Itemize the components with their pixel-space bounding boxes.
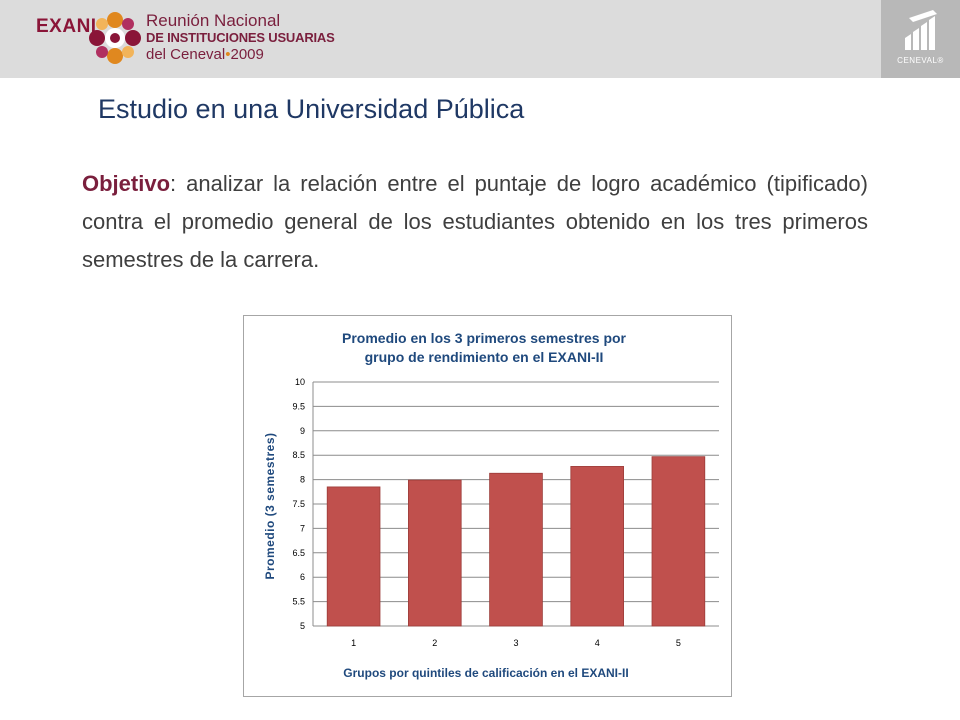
y-tick-label: 9.5	[292, 401, 305, 411]
exani-brand: EXANI	[36, 16, 97, 37]
bar-3	[489, 472, 543, 627]
objective-text: : analizar la relación entre el puntaje …	[82, 171, 868, 272]
y-tick-label: 9	[300, 426, 305, 436]
x-tick-label: 2	[432, 638, 437, 648]
flower-emblem-icon	[89, 12, 141, 64]
y-tick-label: 7	[300, 523, 305, 533]
y-tick-label: 6	[300, 572, 305, 582]
chart-title-line1: Promedio en los 3 primeros semestres por	[342, 330, 627, 346]
bar-2	[408, 479, 462, 627]
bar-chart: Promedio en los 3 primeros semestres por…	[263, 330, 719, 680]
ceneval-label: CENEVAL®	[897, 56, 944, 65]
y-tick-label: 8.5	[292, 450, 305, 460]
chart-title-line2: grupo de rendimiento en el EXANI-II	[365, 349, 604, 365]
y-tick-label: 7.5	[292, 499, 305, 509]
chart-container: Promedio en los 3 primeros semestres por…	[243, 315, 732, 697]
x-tick-label: 5	[676, 638, 681, 648]
bar-1	[326, 486, 381, 627]
y-tick-label: 8	[300, 475, 305, 485]
objective-label: Objetivo	[82, 171, 171, 196]
event-name-line1: Reunión Nacional	[146, 11, 281, 30]
x-tick-label: 4	[595, 638, 600, 648]
bar-5	[651, 456, 706, 627]
y-tick-label: 5.5	[292, 597, 305, 607]
x-tick-label: 3	[513, 638, 518, 648]
y-axis-label: Promedio (3 semestres)	[263, 432, 277, 579]
event-host-text: del Ceneval	[146, 46, 226, 63]
x-axis-label: Grupos por quintiles de calificación en …	[343, 666, 628, 680]
y-tick-label: 5	[300, 621, 305, 631]
event-name-line2: DE INSTITUCIONES USUARIAS	[146, 30, 335, 45]
bar-4	[570, 466, 624, 627]
ceneval-logo: CENEVAL®	[881, 0, 960, 78]
event-name-line3: del Ceneval•2009	[146, 46, 264, 63]
separator-dot: •	[225, 46, 231, 63]
y-tick-label: 10	[295, 377, 305, 387]
ceneval-logo-icon	[905, 10, 937, 50]
header-band: EXANI Reunión Nacional DE INSTITUCIONES …	[0, 0, 960, 78]
slide-title: Estudio en una Universidad Pública	[98, 94, 525, 124]
y-tick-label: 6.5	[292, 548, 305, 558]
objective-paragraph: Objetivo: analizar la relación entre el …	[82, 165, 868, 279]
event-year: 2009	[230, 46, 264, 63]
x-tick-label: 1	[351, 638, 356, 648]
